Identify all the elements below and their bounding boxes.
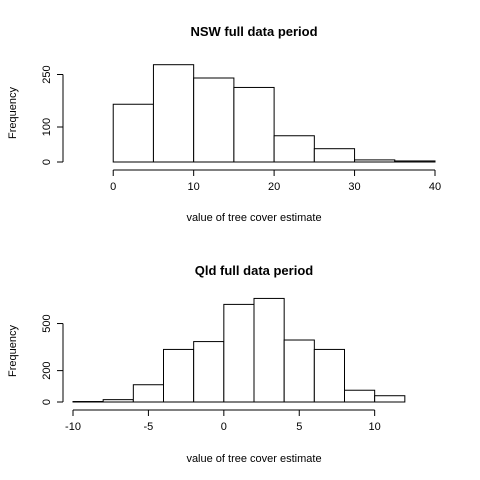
- y-tick-label: 0: [41, 399, 53, 405]
- histogram-bar: [163, 348, 195, 403]
- histogram-bar: [253, 297, 285, 403]
- x-tick-label: 40: [429, 181, 441, 193]
- x-axis: 0 10 20 30 40: [110, 169, 441, 193]
- y-tick-label: 250: [41, 65, 53, 83]
- histogram-bar: [283, 339, 315, 403]
- histogram-bar: [102, 399, 134, 403]
- histogram-bar: [313, 148, 356, 163]
- y-tick-label: 0: [41, 159, 53, 165]
- y-tick-label: 200: [41, 361, 53, 379]
- bars: [72, 297, 406, 403]
- y-tick-label: 100: [41, 118, 53, 136]
- qld-histogram-panel: Qld full data period value of tree cover…: [7, 263, 406, 465]
- x-axis-label: value of tree cover estimate: [186, 453, 321, 465]
- y-axis-label: Frequency: [7, 87, 19, 139]
- histogram-bar: [313, 348, 346, 403]
- histogram-bar: [374, 395, 406, 403]
- histogram-bar: [132, 384, 164, 403]
- y-axis: 0 100 250: [41, 65, 64, 165]
- x-axis: -10 -5 0 5 10: [65, 409, 381, 433]
- histogram-bar: [193, 77, 235, 163]
- x-tick-label: 0: [221, 421, 227, 433]
- histogram-bar: [233, 86, 275, 163]
- x-tick-label: 20: [268, 181, 280, 193]
- x-tick-label: 30: [348, 181, 360, 193]
- x-tick-label: -5: [144, 421, 154, 433]
- x-tick-label: 5: [296, 421, 302, 433]
- bars: [112, 64, 436, 163]
- y-axis-label: Frequency: [7, 325, 19, 377]
- chart-title: NSW full data period: [190, 24, 317, 39]
- histogram-bar: [193, 341, 225, 403]
- histogram-bar: [344, 389, 376, 403]
- y-tick-label: 500: [41, 314, 53, 332]
- chart-title: Qld full data period: [195, 263, 314, 278]
- x-tick-label: 10: [369, 421, 381, 433]
- x-tick-label: -10: [65, 421, 81, 433]
- x-tick-label: 0: [110, 181, 116, 193]
- histogram-bar: [273, 135, 315, 163]
- histogram-bar: [112, 103, 154, 163]
- histogram-bar: [152, 64, 195, 163]
- x-axis-label: value of tree cover estimate: [186, 212, 321, 224]
- histogram-bar: [394, 160, 436, 163]
- x-tick-label: 10: [188, 181, 200, 193]
- nsw-histogram-panel: NSW full data period value of tree cover…: [7, 24, 441, 224]
- y-axis: 0 200 500: [41, 314, 64, 405]
- histogram-bar: [223, 303, 255, 403]
- histogram-bar: [354, 159, 396, 163]
